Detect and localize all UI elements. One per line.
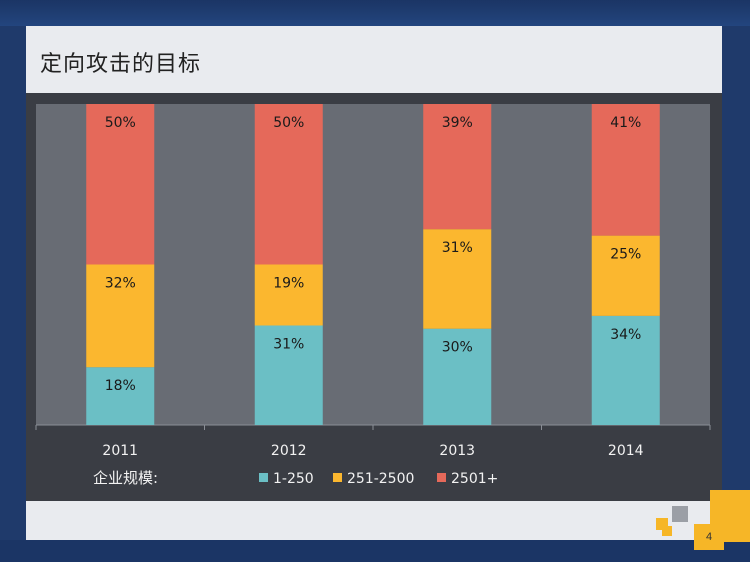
data-label: 50% [105, 115, 136, 131]
legend-swatch [437, 473, 446, 482]
legend-label: 251-2500 [347, 471, 414, 487]
bar-segment [423, 328, 492, 425]
bar-segment [591, 235, 660, 316]
x-tick-label: 2013 [439, 443, 475, 459]
chart-panel: 18% 32% 50% 2011 31% 19% 50% 2012 30% 31% 39% 2013 3… [26, 93, 722, 501]
data-label: 31% [273, 336, 304, 352]
x-tick-label: 2014 [608, 443, 644, 459]
data-label: 32% [105, 276, 136, 292]
page-number: 4 [694, 524, 724, 550]
slide-title: 定向攻击的目标 [40, 52, 202, 77]
bar-segment [86, 367, 155, 425]
bar-segment [423, 104, 492, 230]
top-banner [0, 0, 750, 26]
bar-segment [254, 264, 323, 326]
stacked-bar-chart: 18% 32% 50% 2011 31% 19% 50% 2012 30% 31% 39% 2013 3… [35, 104, 711, 487]
bar-segment [86, 104, 155, 265]
data-label: 25% [610, 247, 641, 263]
bar-segment [591, 104, 660, 236]
bar-segment [423, 229, 492, 329]
bar-segment [254, 325, 323, 425]
legend-swatch [259, 473, 268, 482]
bottom-banner [0, 540, 750, 562]
data-label: 41% [610, 115, 641, 131]
data-label: 50% [273, 115, 304, 131]
data-label: 34% [610, 327, 641, 343]
bar-segment [86, 264, 155, 368]
bar-segment [254, 104, 323, 265]
legend-title: 企业规模: [93, 469, 158, 487]
data-label: 19% [273, 276, 304, 292]
data-label: 31% [442, 240, 473, 256]
data-label: 30% [442, 340, 473, 356]
bar-segment [591, 315, 660, 425]
x-tick-label: 2011 [102, 443, 138, 459]
legend-label: 2501+ [451, 471, 498, 487]
x-tick-label: 2012 [271, 443, 307, 459]
data-label: 39% [442, 115, 473, 131]
data-label: 18% [105, 378, 136, 394]
legend-label: 1-250 [273, 471, 314, 487]
legend-swatch [333, 473, 342, 482]
